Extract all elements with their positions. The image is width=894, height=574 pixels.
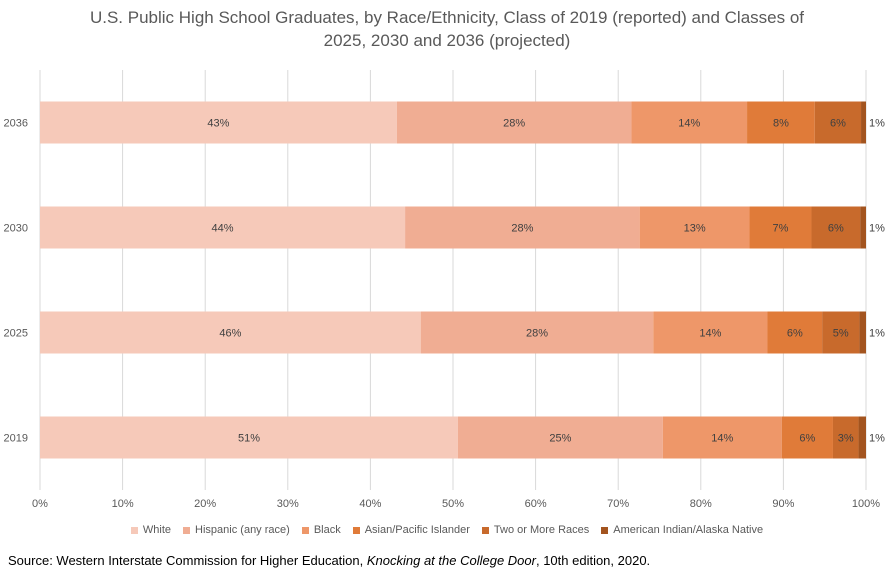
bar-segment xyxy=(457,416,663,459)
x-tick-label: 80% xyxy=(690,498,712,510)
bar-segment xyxy=(662,416,782,459)
chart-title: U.S. Public High School Graduates, by Ra… xyxy=(0,6,894,52)
x-tick-label: 10% xyxy=(112,498,134,510)
legend-item: Asian/Pacific Islander xyxy=(352,524,470,536)
data-label: 5% xyxy=(833,328,849,340)
data-label: 6% xyxy=(828,223,844,235)
legend-swatch xyxy=(601,526,609,534)
data-label: 46% xyxy=(219,328,241,340)
bar-segment xyxy=(396,101,632,144)
category-label: 2025 xyxy=(4,328,28,340)
data-label: 25% xyxy=(549,433,571,445)
category-label: 2030 xyxy=(4,223,28,235)
legend-label: American Indian/Alaska Native xyxy=(613,524,764,536)
legend-label: Black xyxy=(313,524,341,536)
data-label: 3% xyxy=(838,433,854,445)
data-label: 6% xyxy=(787,328,803,340)
bar-segment xyxy=(822,311,860,354)
bar-segment xyxy=(40,101,397,144)
source-note: Source: Western Interstate Commission fo… xyxy=(8,553,650,568)
legend-swatch xyxy=(352,526,360,534)
bar-segment xyxy=(747,101,815,144)
source-prefix: Source: Western Interstate Commission fo… xyxy=(8,553,367,568)
legend-item: American Indian/Alaska Native xyxy=(601,524,763,536)
data-label: 1% xyxy=(869,433,885,445)
x-tick-label: 30% xyxy=(277,498,299,510)
source-suffix: , 10th edition, 2020. xyxy=(535,553,651,568)
legend-swatch xyxy=(481,526,489,534)
bar-segment xyxy=(749,206,812,249)
x-tick-label: 100% xyxy=(852,498,880,510)
x-tick-label: 40% xyxy=(359,498,381,510)
legend-swatch xyxy=(301,526,309,534)
data-label: 7% xyxy=(773,223,789,235)
legend-label: White xyxy=(142,524,172,536)
category-label: 2036 xyxy=(4,118,28,130)
x-tick-label: 0% xyxy=(32,498,48,510)
legend-item: Hispanic (any race) xyxy=(183,524,290,536)
data-label: 6% xyxy=(799,433,815,445)
x-tick-label: 20% xyxy=(194,498,216,510)
bar-segment xyxy=(405,206,640,249)
data-label: 28% xyxy=(503,118,525,130)
data-label: 1% xyxy=(869,118,885,130)
category-label: 2019 xyxy=(4,433,28,445)
data-label: 6% xyxy=(830,118,846,130)
data-label: 28% xyxy=(511,223,533,235)
legend-label: Hispanic (any race) xyxy=(195,524,290,536)
chart-title-line-2: 2025, 2030 and 2036 (projected) xyxy=(323,31,571,50)
data-label: 43% xyxy=(207,118,229,130)
x-tick-label: 60% xyxy=(525,498,547,510)
legend-item: Two or More Races xyxy=(481,524,590,536)
legend-item: Black xyxy=(301,524,341,536)
chart-title-line-1: U.S. Public High School Graduates, by Ra… xyxy=(89,8,805,27)
data-label: 14% xyxy=(699,328,721,340)
bar-segment xyxy=(653,311,768,354)
legend-label: Two or More Races xyxy=(493,524,590,536)
x-tick-label: 90% xyxy=(772,498,794,510)
bar-segment xyxy=(639,206,750,249)
bar-segment xyxy=(40,206,406,249)
source-title: Knocking at the College Door xyxy=(366,553,536,568)
legend-item: White xyxy=(130,524,172,536)
bar-segment xyxy=(767,311,823,354)
bar-segment xyxy=(859,311,866,354)
chart-legend: White Hispanic (any race) Black Asian/Pacif… xyxy=(0,524,894,536)
data-label: 14% xyxy=(711,433,733,445)
data-label: 8% xyxy=(773,118,789,130)
bar-segment xyxy=(858,416,866,459)
bar-segment xyxy=(40,416,458,459)
legend-label: Asian/Pacific Islander xyxy=(364,524,470,536)
bar-segment xyxy=(631,101,748,144)
data-label: 14% xyxy=(678,118,700,130)
bar-segment xyxy=(861,101,866,144)
bar-segment xyxy=(814,101,862,144)
data-label: 51% xyxy=(238,433,260,445)
data-label: 44% xyxy=(212,223,234,235)
bar-segment xyxy=(781,416,833,459)
data-label: 13% xyxy=(684,223,706,235)
bar-segment xyxy=(832,416,859,459)
bar-segment xyxy=(40,311,421,354)
legend-swatch xyxy=(183,526,191,534)
x-tick-label: 50% xyxy=(442,498,464,510)
bar-segment xyxy=(420,311,654,354)
bar-segment xyxy=(811,206,861,249)
data-label: 1% xyxy=(869,328,885,340)
legend-swatch xyxy=(130,526,138,534)
x-tick-label: 70% xyxy=(607,498,629,510)
data-label: 1% xyxy=(869,223,885,235)
bar-segment xyxy=(860,206,866,249)
data-label: 28% xyxy=(526,328,548,340)
